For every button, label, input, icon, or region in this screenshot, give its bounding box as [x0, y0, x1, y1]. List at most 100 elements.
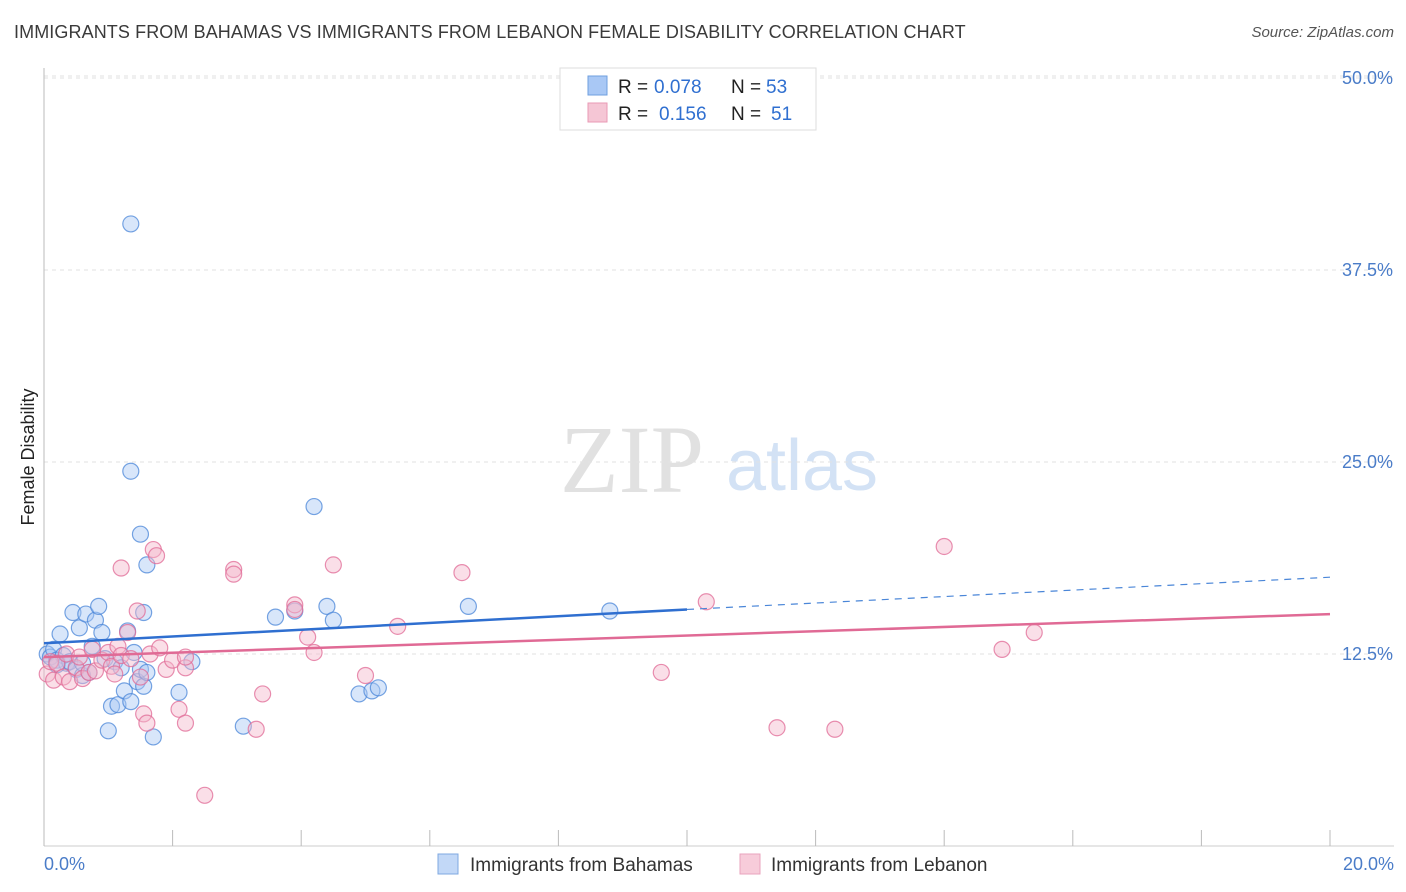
legend-r-value-1: 0.078 — [654, 77, 702, 98]
point-bahamas-44 — [318, 597, 336, 615]
point-bahamas-48 — [369, 679, 387, 697]
point-lebanon-54 — [993, 640, 1011, 658]
legend-r-label-2: R = — [618, 104, 648, 125]
y-tick-label-1: 25.0% — [1342, 452, 1393, 472]
point-bahamas-26 — [122, 693, 140, 711]
legend-n-value-2: 51 — [771, 104, 792, 125]
legend-n-label-2: N = — [731, 104, 761, 125]
legend-swatch-bahamas — [587, 75, 608, 96]
legend-swatch-lebanon — [587, 102, 608, 123]
point-lebanon-6 — [61, 673, 79, 691]
point-bahamas-8 — [64, 603, 82, 622]
point-lebanon-42 — [286, 600, 304, 619]
point-bahamas-12 — [77, 605, 95, 623]
point-lebanon-48 — [453, 563, 471, 582]
data-points — [38, 215, 1043, 804]
point-lebanon-27 — [147, 547, 166, 565]
point-lebanon-53 — [935, 537, 953, 556]
point-lebanon-35 — [176, 714, 195, 732]
point-lebanon-49 — [652, 663, 670, 682]
point-lebanon-37 — [225, 560, 243, 579]
point-bahamas-43 — [305, 497, 323, 516]
point-bahamas-10 — [70, 619, 88, 637]
point-lebanon-41 — [286, 596, 304, 614]
point-bahamas-19 — [99, 722, 117, 740]
point-bahamas-30 — [135, 677, 153, 695]
point-lebanon-30 — [157, 660, 175, 678]
gridlines — [44, 75, 1394, 655]
watermark-zip: ZIP — [560, 406, 704, 513]
point-lebanon-5 — [57, 645, 76, 663]
point-lebanon-45 — [324, 556, 342, 574]
point-lebanon-10 — [80, 663, 98, 682]
chart-title: IMMIGRANTS FROM BAHAMAS VS IMMIGRANTS FR… — [14, 22, 966, 42]
point-lebanon-40 — [254, 685, 272, 703]
point-lebanon-38 — [225, 565, 243, 583]
x-tick-label-max: 20.0% — [1343, 854, 1394, 874]
point-lebanon-47 — [389, 617, 407, 635]
point-lebanon-9 — [73, 669, 92, 688]
y-tick-label-2: 37.5% — [1342, 260, 1393, 280]
legend-r-value-2: 0.156 — [659, 104, 707, 125]
point-bahamas-34 — [131, 525, 150, 543]
point-bahamas-17 — [93, 623, 111, 642]
trend-line-lebanon — [43, 612, 1331, 659]
point-bahamas-46 — [350, 685, 368, 703]
point-lebanon-36 — [196, 786, 214, 804]
y-tick-label-3: 50.0% — [1342, 68, 1393, 88]
point-bahamas-4 — [51, 625, 69, 643]
y-axis-label: Female Disability — [18, 388, 38, 525]
series-legend-label-lebanon: Immigrants from Lebanon — [771, 855, 988, 876]
point-lebanon-39 — [247, 720, 265, 738]
point-lebanon-43 — [299, 628, 317, 646]
series-legend-swatch-bahamas — [437, 853, 459, 875]
x-ticks — [43, 830, 1331, 846]
axes — [43, 68, 1394, 847]
point-bahamas-24 — [115, 682, 133, 700]
point-bahamas-39 — [170, 683, 188, 702]
point-bahamas-20 — [102, 697, 121, 715]
point-bahamas-45 — [324, 611, 342, 629]
series-legend-label-bahamas: Immigrants from Bahamas — [470, 855, 693, 876]
legend-n-value-1: 53 — [766, 77, 787, 98]
point-lebanon-22 — [131, 668, 150, 686]
point-lebanon-55 — [1025, 623, 1043, 642]
point-lebanon-19 — [118, 623, 137, 642]
point-lebanon-52 — [826, 720, 844, 738]
trend-line-bahamas-extension — [686, 576, 1331, 611]
point-lebanon-28 — [112, 559, 130, 577]
watermark-atlas: atlas — [726, 426, 878, 506]
point-lebanon-23 — [135, 705, 153, 723]
stats-legend: R = 0.078 N = 53 R = 0.156 N = 51 — [559, 67, 817, 131]
point-lebanon-14 — [99, 643, 117, 662]
point-lebanon-16 — [106, 665, 124, 683]
legend-r-label-1: R = — [618, 77, 648, 98]
trend-lines — [43, 576, 1331, 659]
point-bahamas-37 — [144, 728, 162, 746]
series-legend: Immigrants from Bahamas Immigrants from … — [437, 853, 988, 876]
point-lebanon-51 — [768, 719, 786, 737]
point-lebanon-50 — [697, 593, 715, 611]
point-lebanon-46 — [356, 666, 375, 685]
legend-n-label-1: N = — [731, 77, 761, 98]
series-legend-swatch-lebanon — [739, 853, 761, 875]
source-note: Source: ZipAtlas.com — [1251, 24, 1394, 41]
point-bahamas-22 — [109, 696, 127, 714]
point-bahamas-49 — [459, 597, 477, 615]
point-bahamas-36 — [135, 603, 153, 622]
trend-line-bahamas — [43, 608, 688, 645]
point-lebanon-24 — [138, 714, 156, 732]
y-tick-labels: 12.5% 25.0% 37.5% 50.0% — [1342, 68, 1393, 664]
point-bahamas-32 — [122, 215, 140, 233]
point-lebanon-12 — [86, 662, 105, 680]
point-bahamas-50 — [601, 602, 619, 620]
point-lebanon-32 — [170, 700, 188, 718]
point-lebanon-21 — [128, 602, 146, 620]
point-bahamas-40 — [234, 717, 252, 735]
point-bahamas-16 — [90, 597, 108, 615]
y-tick-label-0: 12.5% — [1342, 644, 1393, 664]
point-bahamas-33 — [122, 462, 140, 480]
x-tick-label-min: 0.0% — [44, 854, 85, 874]
point-lebanon-7 — [67, 659, 85, 677]
